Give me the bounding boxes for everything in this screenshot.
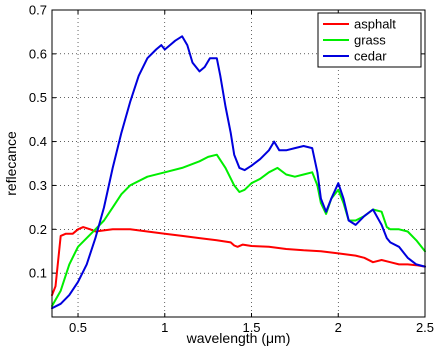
ticks: 0.5 1 1.5 2 2.5 0.1 0.2 0.3 0.4 0.5 0.6 0.7 [29,3,434,336]
y-tick-label: 0.6 [29,46,47,61]
y-tick-label: 0.4 [29,134,47,149]
legend-label-grass: grass [354,33,386,48]
x-tick-label: 1 [161,320,168,335]
plot-area-frame [51,9,426,318]
y-axis-label: reflecance [3,131,19,196]
y-tick-label: 0.2 [29,222,47,237]
y-tick-label: 0.7 [29,3,47,18]
y-tick-label: 0.5 [29,90,47,105]
legend-label-asphalt: asphalt [354,17,396,32]
series-line-asphalt [51,226,426,297]
legend-label-cedar: cedar [354,49,387,64]
x-axis-label: wavelength (μm) [186,330,291,346]
series-line-cedar [51,35,426,310]
x-tick-label: 2.5 [416,320,434,335]
x-tick-label: 1.5 [242,320,260,335]
x-tick-label: 2 [335,320,342,335]
y-tick-label: 0.3 [29,178,47,193]
series-group [51,35,426,310]
y-tick-label: 0.1 [29,266,47,281]
x-tick-label: 0.5 [69,320,87,335]
